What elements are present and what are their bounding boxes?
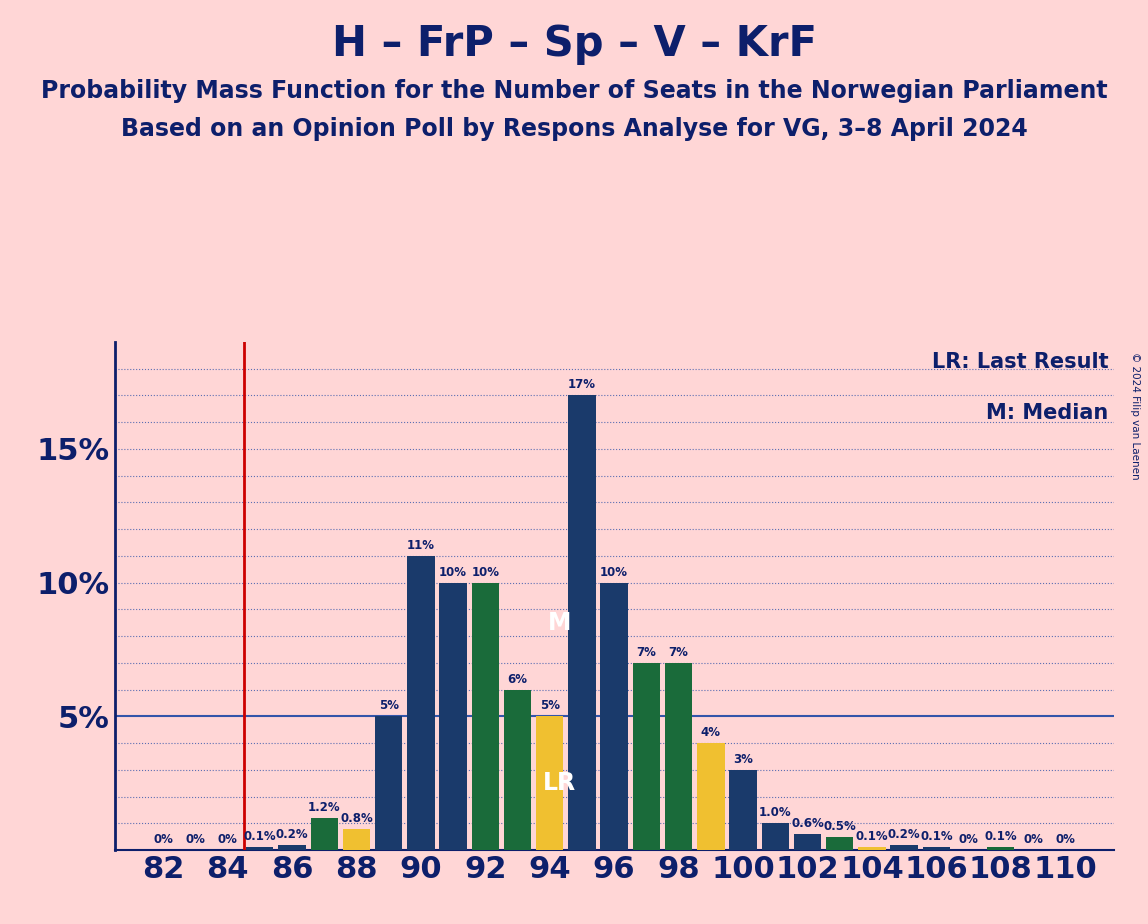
Bar: [600, 583, 628, 850]
Text: 10%: 10%: [472, 565, 499, 578]
Text: 6%: 6%: [507, 673, 528, 686]
Text: 7%: 7%: [668, 646, 689, 659]
Bar: [923, 847, 951, 850]
Bar: [761, 823, 789, 850]
Text: 5%: 5%: [379, 699, 398, 712]
Bar: [793, 834, 821, 850]
Text: 0.1%: 0.1%: [855, 831, 889, 844]
Text: Based on an Opinion Poll by Respons Analyse for VG, 3–8 April 2024: Based on an Opinion Poll by Respons Anal…: [121, 117, 1027, 141]
Bar: [440, 583, 467, 850]
Text: 5%: 5%: [540, 699, 560, 712]
Text: 0.2%: 0.2%: [887, 828, 921, 841]
Bar: [408, 556, 435, 850]
Bar: [375, 716, 402, 850]
Text: 3%: 3%: [734, 753, 753, 766]
Text: 0.1%: 0.1%: [985, 831, 1017, 844]
Text: 11%: 11%: [406, 539, 435, 552]
Text: 0%: 0%: [959, 833, 978, 846]
Text: 4%: 4%: [700, 726, 721, 739]
Text: LR: Last Result: LR: Last Result: [932, 352, 1109, 372]
Text: 10%: 10%: [439, 565, 467, 578]
Text: M: Median: M: Median: [986, 403, 1109, 423]
Bar: [665, 663, 692, 850]
Text: 10%: 10%: [600, 565, 628, 578]
Bar: [310, 818, 338, 850]
Text: 0%: 0%: [1023, 833, 1042, 846]
Text: 7%: 7%: [636, 646, 657, 659]
Text: 0.2%: 0.2%: [276, 828, 309, 841]
Text: 1.0%: 1.0%: [759, 807, 792, 820]
Bar: [633, 663, 660, 850]
Bar: [697, 743, 724, 850]
Bar: [891, 845, 918, 850]
Bar: [729, 770, 757, 850]
Bar: [987, 847, 1015, 850]
Text: 0.5%: 0.5%: [823, 820, 856, 833]
Text: 17%: 17%: [568, 378, 596, 392]
Bar: [568, 395, 596, 850]
Text: 0%: 0%: [1055, 833, 1076, 846]
Text: © 2024 Filip van Laenen: © 2024 Filip van Laenen: [1130, 352, 1140, 480]
Text: 0%: 0%: [153, 833, 173, 846]
Text: 0.6%: 0.6%: [791, 817, 824, 830]
Bar: [859, 847, 885, 850]
Bar: [246, 847, 273, 850]
Bar: [472, 583, 499, 850]
Text: 0%: 0%: [186, 833, 205, 846]
Text: M: M: [548, 611, 571, 635]
Bar: [536, 716, 564, 850]
Text: 1.2%: 1.2%: [308, 801, 341, 814]
Bar: [343, 829, 370, 850]
Bar: [504, 689, 532, 850]
Text: 0.8%: 0.8%: [340, 811, 373, 824]
Text: 0%: 0%: [218, 833, 238, 846]
Bar: [827, 837, 853, 850]
Text: Probability Mass Function for the Number of Seats in the Norwegian Parliament: Probability Mass Function for the Number…: [40, 79, 1108, 103]
Text: LR: LR: [543, 772, 576, 796]
Text: H – FrP – Sp – V – KrF: H – FrP – Sp – V – KrF: [332, 23, 816, 65]
Text: 0.1%: 0.1%: [920, 831, 953, 844]
Bar: [278, 845, 305, 850]
Text: 0.1%: 0.1%: [243, 831, 276, 844]
